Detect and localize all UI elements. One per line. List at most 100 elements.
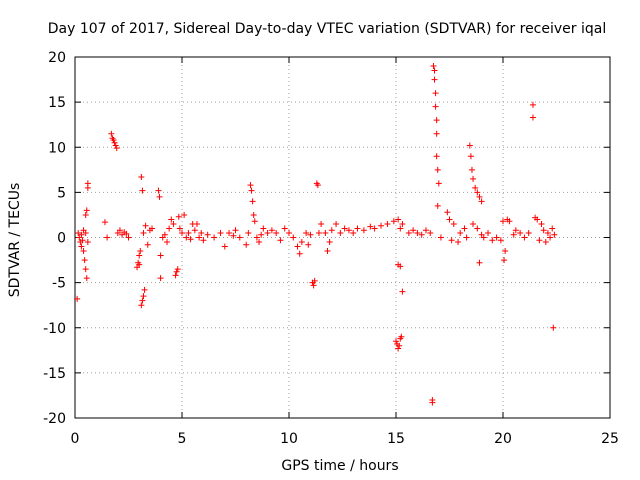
data-point <box>290 234 297 241</box>
data-point <box>78 243 85 250</box>
data-point <box>517 229 524 236</box>
data-point <box>427 229 434 236</box>
data-point <box>398 333 405 340</box>
data-point <box>175 213 182 220</box>
data-point <box>217 229 224 236</box>
data-point <box>310 282 317 289</box>
data-point <box>463 234 470 241</box>
data-point <box>187 236 194 243</box>
data-point <box>444 209 451 216</box>
data-point <box>138 302 145 309</box>
data-point <box>80 248 87 255</box>
data-point <box>81 257 88 264</box>
data-point <box>157 275 164 282</box>
data-point <box>360 227 367 234</box>
data-point <box>176 225 183 232</box>
data-point <box>232 227 239 234</box>
data-point <box>84 239 91 246</box>
data-point <box>397 225 404 232</box>
data-point <box>547 234 554 241</box>
x-tick-label: 0 <box>71 431 80 447</box>
y-tick-label: 0 <box>57 231 66 247</box>
data-point <box>156 193 163 200</box>
data-point <box>432 90 439 97</box>
data-point <box>315 229 322 236</box>
data-point <box>378 222 385 229</box>
data-point <box>432 103 439 110</box>
data-point <box>236 234 243 241</box>
data-point <box>112 142 119 149</box>
data-point <box>396 342 403 349</box>
data-point <box>474 225 481 232</box>
data-point <box>82 266 89 273</box>
data-point <box>470 175 477 182</box>
data-point <box>322 229 329 236</box>
data-point <box>433 130 440 137</box>
data-point <box>140 293 147 300</box>
data-point <box>393 338 399 345</box>
data-point <box>314 182 321 189</box>
data-point <box>251 218 258 225</box>
data-point <box>333 220 340 227</box>
data-point <box>371 225 378 232</box>
x-tick-label: 15 <box>387 431 405 447</box>
x-tick-label: 10 <box>280 431 298 447</box>
x-axis-title: GPS time / hours <box>281 458 398 474</box>
data-point <box>395 345 402 352</box>
data-point <box>200 237 207 244</box>
data-point <box>542 239 549 246</box>
data-point <box>286 229 292 236</box>
data-point <box>243 241 250 248</box>
y-axis-title: SDTVAR / TECUs <box>7 183 23 298</box>
data-point <box>455 239 462 246</box>
data-point <box>79 237 86 244</box>
data-point <box>437 234 444 241</box>
data-point <box>472 184 479 191</box>
data-point <box>485 229 492 236</box>
data-point <box>260 225 267 232</box>
data-point <box>142 222 149 229</box>
data-point <box>298 239 305 246</box>
data-point <box>78 231 85 238</box>
data-point <box>247 182 254 189</box>
data-point <box>253 234 260 241</box>
data-point <box>141 286 148 293</box>
data-point <box>467 153 474 160</box>
data-point <box>296 250 303 257</box>
data-point <box>397 263 404 270</box>
data-point <box>140 229 147 236</box>
x-tick-labels: 0 5 10 15 20 25 <box>71 431 619 447</box>
data-point <box>139 187 146 194</box>
x-tick-label: 20 <box>494 431 512 447</box>
data-point <box>450 220 457 227</box>
data-point <box>136 261 143 268</box>
data-point <box>303 229 310 236</box>
data-point <box>230 232 237 239</box>
data-point <box>193 220 200 227</box>
data-point <box>529 101 536 108</box>
data-point <box>399 288 406 295</box>
data-point <box>434 202 441 209</box>
data-point <box>75 229 82 236</box>
data-point <box>350 229 357 236</box>
data-point <box>448 237 455 244</box>
data-point <box>250 211 257 218</box>
data-point <box>113 145 120 152</box>
data-point <box>429 399 436 406</box>
data-point <box>173 268 180 275</box>
data-point <box>468 166 475 173</box>
data-point <box>277 237 284 244</box>
data-point <box>414 229 421 236</box>
data-point <box>273 229 280 236</box>
data-point <box>111 139 118 146</box>
data-point <box>155 187 162 194</box>
data-point <box>183 234 190 241</box>
data-point <box>435 180 442 187</box>
data-point <box>550 324 557 331</box>
data-point <box>116 227 123 234</box>
data-point <box>245 229 252 236</box>
data-point <box>345 227 352 234</box>
data-point <box>84 180 91 187</box>
y-tick-label: -15 <box>43 366 66 382</box>
y-tick-label: -5 <box>52 276 66 292</box>
